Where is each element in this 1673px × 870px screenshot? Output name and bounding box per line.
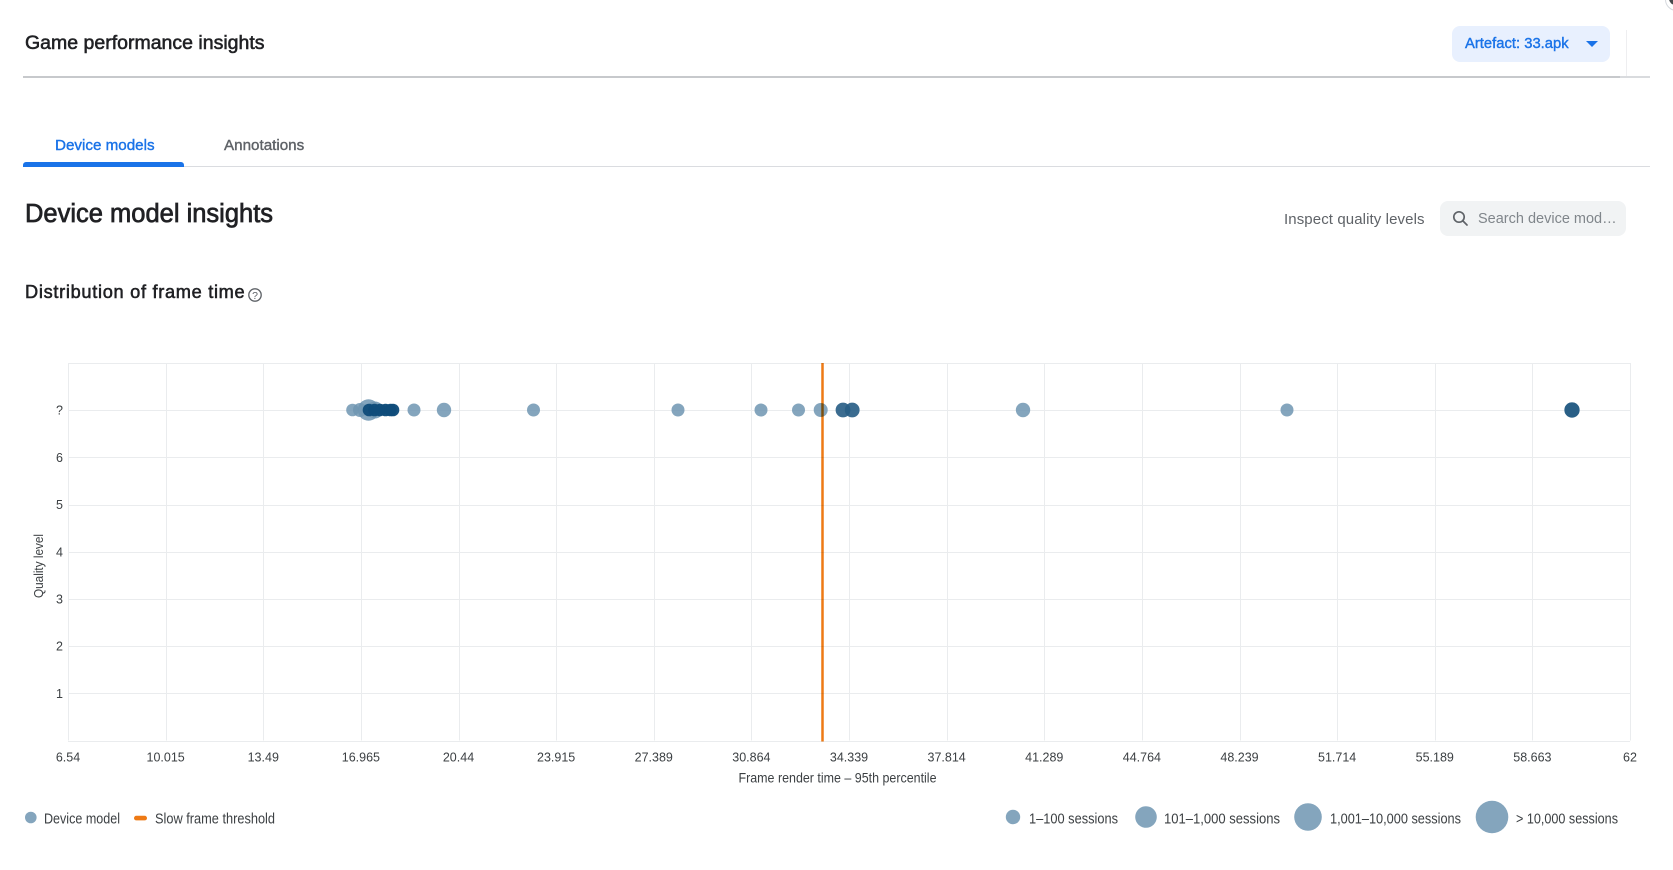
svg-text:58.663: 58.663 xyxy=(1513,751,1551,765)
svg-text:1: 1 xyxy=(56,687,63,701)
svg-text:51.714: 51.714 xyxy=(1318,751,1356,765)
svg-text:4: 4 xyxy=(56,545,63,559)
svg-text:5: 5 xyxy=(56,498,63,512)
svg-text:Frame render time – 95th perce: Frame render time – 95th percentile xyxy=(739,770,937,786)
svg-text:6.54: 6.54 xyxy=(56,751,80,765)
svg-text:1,001–10,000 sessions: 1,001–10,000 sessions xyxy=(1330,812,1461,828)
svg-text:27.389: 27.389 xyxy=(635,751,673,765)
svg-text:37.814: 37.814 xyxy=(928,751,966,765)
svg-text:30.864: 30.864 xyxy=(732,751,770,765)
svg-text:48.239: 48.239 xyxy=(1220,751,1258,765)
svg-text:6: 6 xyxy=(56,451,63,465)
svg-text:Quality level: Quality level xyxy=(32,534,46,598)
svg-text:55.189: 55.189 xyxy=(1416,751,1454,765)
svg-text:Slow frame threshold: Slow frame threshold xyxy=(155,812,275,828)
svg-text:?: ? xyxy=(252,289,258,301)
svg-text:101–1,000 sessions: 101–1,000 sessions xyxy=(1164,812,1280,828)
svg-text:20.44: 20.44 xyxy=(443,751,474,765)
svg-text:16.965: 16.965 xyxy=(342,751,380,765)
svg-text:10.015: 10.015 xyxy=(147,751,185,765)
svg-text:44.764: 44.764 xyxy=(1123,751,1161,765)
svg-text:1–100 sessions: 1–100 sessions xyxy=(1029,812,1118,828)
svg-text:?: ? xyxy=(56,404,63,418)
svg-text:13.49: 13.49 xyxy=(248,751,279,765)
svg-text:3: 3 xyxy=(56,592,63,606)
svg-text:Device model: Device model xyxy=(44,812,120,828)
svg-text:> 10,000 sessions: > 10,000 sessions xyxy=(1516,812,1618,828)
svg-text:62: 62 xyxy=(1623,751,1637,765)
svg-text:2: 2 xyxy=(56,640,63,654)
svg-text:41.289: 41.289 xyxy=(1025,751,1063,765)
svg-text:23.915: 23.915 xyxy=(537,751,575,765)
svg-text:34.339: 34.339 xyxy=(830,751,868,765)
